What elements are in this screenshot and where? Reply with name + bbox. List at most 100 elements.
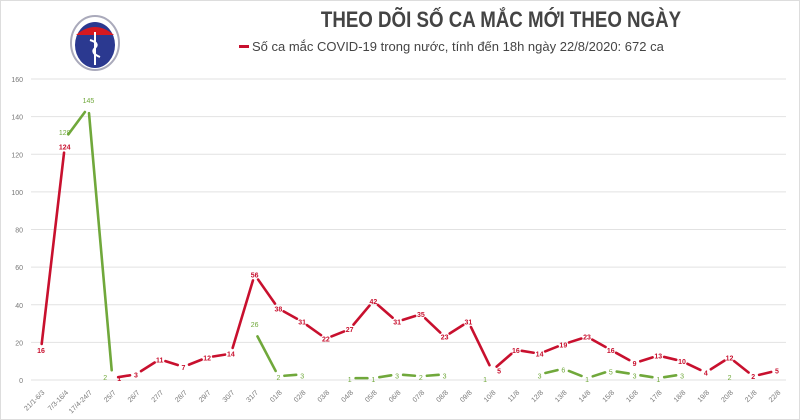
data-label: 14 xyxy=(536,352,544,359)
data-label: 3 xyxy=(443,373,447,380)
series-0-segment xyxy=(164,359,180,367)
series-1-segment xyxy=(662,373,678,379)
data-label: 6 xyxy=(561,368,565,375)
x-tick-label: 20/8 xyxy=(720,389,735,404)
series-0-segment xyxy=(520,349,535,355)
data-label: 9 xyxy=(633,361,637,368)
data-label: 1 xyxy=(483,377,487,384)
series-1-segment xyxy=(544,368,559,375)
series-1-segment xyxy=(639,373,654,379)
data-label: 19 xyxy=(559,342,567,349)
data-label: 31 xyxy=(393,320,401,327)
series-0-segment xyxy=(448,323,465,335)
data-label: 12 xyxy=(726,355,734,362)
y-tick-label: 80 xyxy=(15,228,23,235)
x-tick-label: 30/7 xyxy=(222,389,237,404)
data-label: 2 xyxy=(103,375,107,382)
y-tick-label: 20 xyxy=(15,340,23,347)
x-tick-label: 19/8 xyxy=(697,389,712,404)
x-tick-label: 27/7 xyxy=(151,389,166,404)
data-label: 3 xyxy=(538,373,542,380)
data-label: 2 xyxy=(276,375,280,382)
x-tick-label: 25/7 xyxy=(103,389,118,404)
data-label: 42 xyxy=(369,299,377,306)
x-tick-label: 31/7 xyxy=(246,389,261,404)
x-tick-label: 28/7 xyxy=(174,389,189,404)
x-tick-label: 07/8 xyxy=(412,389,427,404)
series-0-segment xyxy=(305,323,323,337)
y-tick-label: 140 xyxy=(11,115,23,122)
series-0-segment xyxy=(352,304,371,326)
y-tick-label: 0 xyxy=(19,378,23,385)
chart-title: THEO DÕI SỐ CA MẮC MỚI THEO NGÀY xyxy=(320,7,682,32)
series-0-segment xyxy=(709,359,726,371)
x-tick-label: 7/3-16/4 xyxy=(47,389,70,412)
x-tick-label: 29/7 xyxy=(198,389,213,404)
series-0-segment xyxy=(330,330,346,338)
x-tick-label: 21/1-6/3 xyxy=(23,389,46,412)
data-label: 23 xyxy=(441,335,449,342)
data-label: 13 xyxy=(654,354,662,361)
series-1-segment xyxy=(378,373,393,379)
data-label: 10 xyxy=(678,359,686,366)
series-0-segment xyxy=(469,325,491,367)
series-0-segment xyxy=(116,373,132,379)
ministry-of-health-logo xyxy=(70,15,120,71)
series-0-segment xyxy=(40,151,66,346)
data-label: 31 xyxy=(464,320,472,327)
series-0-segment xyxy=(591,338,607,349)
data-label: 27 xyxy=(346,327,354,334)
x-tick-label: 21/8 xyxy=(744,389,759,404)
series-1-segment xyxy=(401,373,417,378)
data-label: 2 xyxy=(728,375,732,382)
data-label: 145 xyxy=(83,98,95,105)
x-tick-label: 22/8 xyxy=(768,389,783,404)
data-label: 26 xyxy=(251,322,259,329)
x-tick-label: 16/8 xyxy=(625,389,640,404)
data-label: 22 xyxy=(322,337,330,344)
series-0-segment xyxy=(423,316,442,334)
data-label: 11 xyxy=(156,357,164,364)
data-label: 2 xyxy=(751,374,755,381)
data-label: 23 xyxy=(583,335,591,342)
data-label: 5 xyxy=(775,369,779,376)
x-tick-label: 08/8 xyxy=(435,389,450,404)
data-label: 1 xyxy=(585,377,589,384)
y-tick-label: 100 xyxy=(11,190,23,197)
x-tick-label: 10/8 xyxy=(483,389,498,404)
series-0-segment xyxy=(638,356,654,363)
series-1-segment xyxy=(567,369,583,378)
series-0-segment xyxy=(662,355,678,362)
series-0-segment xyxy=(139,361,156,373)
data-label: 5 xyxy=(497,369,501,376)
data-label: 128 xyxy=(59,130,71,137)
x-tick-label: 14/8 xyxy=(578,389,593,404)
legend-label: Số ca mắc COVID-19 trong nước, tính đến … xyxy=(252,39,664,54)
x-tick-label: 17/8 xyxy=(649,389,664,404)
data-label: 12 xyxy=(203,355,211,362)
data-label: 3 xyxy=(395,373,399,380)
data-label: 16 xyxy=(607,348,615,355)
x-tick-label: 17/4-24/7 xyxy=(68,389,94,415)
data-label: 4 xyxy=(704,370,708,377)
data-label: 1 xyxy=(348,377,352,384)
data-label: 7 xyxy=(181,365,185,372)
data-label: 31 xyxy=(298,320,306,327)
series-0-segment xyxy=(256,278,277,305)
series-0-segment xyxy=(401,314,417,322)
x-tick-label: 05/8 xyxy=(364,389,379,404)
series-0-segment xyxy=(282,310,299,321)
series-1-segment xyxy=(425,373,440,378)
series-0-segment xyxy=(543,345,560,353)
y-tick-label: 120 xyxy=(11,152,23,159)
x-tick-label: 15/8 xyxy=(602,389,617,404)
data-label: 5 xyxy=(609,370,613,377)
x-tick-label: 18/8 xyxy=(673,389,688,404)
data-label: 38 xyxy=(275,307,283,314)
data-label: 3 xyxy=(134,372,138,379)
series-0-segment xyxy=(211,353,227,358)
y-tick-label: 60 xyxy=(15,265,23,272)
series-0-segment xyxy=(614,351,631,362)
